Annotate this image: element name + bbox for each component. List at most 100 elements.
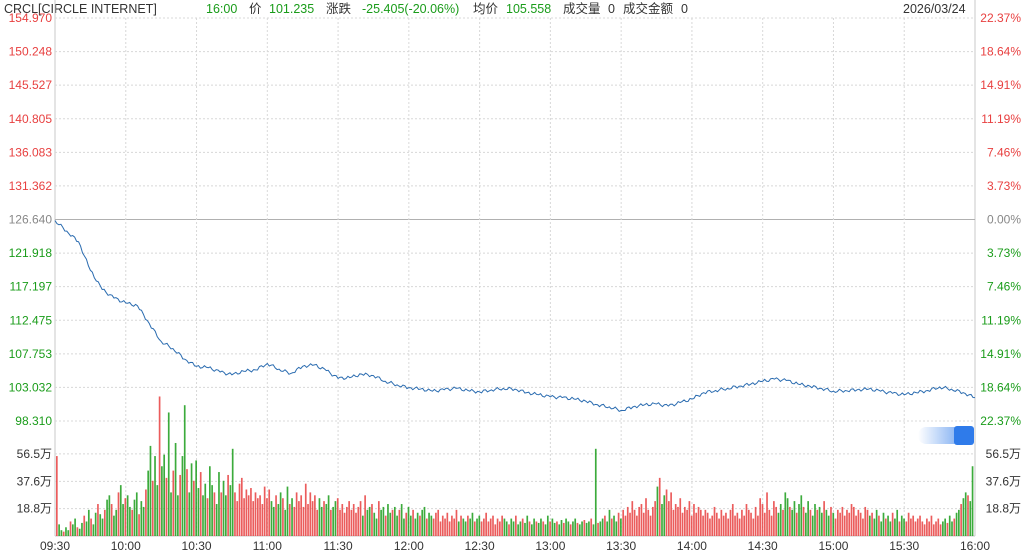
volume-bar (791, 509, 793, 536)
volume-bar (320, 506, 323, 536)
price-value: 101.235 (269, 2, 315, 16)
volume-bar (398, 509, 401, 536)
volume-bar (471, 512, 474, 536)
volume-bar (259, 495, 261, 536)
volume-bar (558, 524, 561, 536)
volume-bar (713, 506, 716, 536)
volume-bar (304, 483, 307, 536)
volume-bar (286, 486, 289, 536)
volume-bar (636, 515, 638, 536)
volume-bar (99, 514, 102, 536)
volume-bar (108, 495, 111, 536)
volume-bar (645, 498, 647, 536)
volume-bar (515, 515, 517, 536)
volume-bar (923, 524, 926, 536)
volume-bar (773, 501, 775, 536)
volume-bar (261, 504, 264, 536)
time-tick: 09:30 (40, 539, 70, 552)
volume-bar (391, 509, 394, 536)
volume-bar (800, 495, 803, 536)
volume-bar (697, 506, 700, 536)
volume-bar (181, 456, 184, 536)
volume-bar (873, 518, 876, 536)
volume-bar (106, 499, 108, 536)
volume-bar (841, 506, 844, 536)
volume-bar (161, 466, 163, 536)
volume-bar (962, 498, 965, 536)
volume-bar (706, 512, 709, 536)
volume-bar (617, 512, 620, 536)
left-price-tick: 117.197 (10, 280, 53, 294)
volume-bar (215, 504, 218, 536)
volume-axis: 56.5万 56.5万 37.6万 37.6万 18.8万 18.8万 (17, 447, 1021, 516)
volume-tick-right: 18.8万 (986, 502, 1021, 516)
volume-bar (702, 515, 704, 536)
volume-bar (60, 530, 63, 536)
volume-bar (293, 506, 296, 536)
volume-bar (967, 495, 969, 536)
volume-bar (606, 521, 609, 536)
volume-bar (403, 518, 405, 536)
volume-bar (183, 405, 186, 536)
volume-bar (455, 509, 458, 536)
volume-bar (741, 509, 743, 536)
time-tick: 10:00 (111, 539, 141, 552)
volume-bar (942, 521, 944, 536)
volume-bar (83, 515, 86, 536)
volume-bar (85, 521, 88, 536)
volume-bar (78, 528, 81, 536)
amount-label: 成交金额 (623, 2, 674, 16)
volume-bar (951, 521, 953, 536)
volume-bar (608, 509, 611, 536)
right-percent-tick: 14.91% (980, 78, 1021, 92)
volume-bar (916, 518, 919, 536)
right-percent-tick: 11.19% (981, 112, 1021, 126)
time-tick: 11:30 (324, 539, 353, 552)
volume-bar (92, 524, 95, 536)
volume-bar (236, 501, 239, 536)
volume-bar (129, 506, 131, 536)
volume-bar (179, 474, 181, 536)
volume-tick-left: 18.8万 (17, 502, 52, 516)
left-price-tick: 103.032 (9, 380, 53, 394)
volume-bars (56, 396, 974, 536)
volume-bar (377, 501, 380, 536)
volume-bar (624, 515, 627, 536)
volume-bar (483, 518, 485, 536)
volume-bar (770, 515, 773, 536)
volume-bar (359, 501, 362, 536)
volume-bar (921, 521, 924, 536)
right-percent-tick: 11.19% (981, 313, 1021, 327)
volume-bar (805, 512, 807, 536)
volume-bar (907, 512, 910, 536)
right-percent-tick: 3.73% (987, 246, 1021, 260)
volume-bar (81, 522, 83, 536)
volume-bar (852, 506, 855, 536)
volume-bar (811, 515, 814, 536)
volume-bar (711, 515, 714, 536)
volume-bar (512, 521, 515, 536)
volume-bar (672, 509, 675, 536)
change-label: 涨跌 (326, 2, 352, 16)
volume-bar (147, 470, 150, 536)
volume-bar (519, 521, 522, 536)
volume-bar (693, 504, 695, 536)
volume-bar (405, 512, 408, 536)
volume-bar (718, 518, 720, 536)
volume-bar (76, 527, 79, 536)
volume-bar (821, 512, 823, 536)
volume-bar (485, 512, 487, 536)
volume-bar (213, 492, 216, 536)
volume-bar (131, 509, 134, 536)
volume-bar (878, 515, 880, 536)
float-panel-icon[interactable] (954, 426, 974, 445)
volume-bar (594, 448, 597, 536)
amount-value: 0 (681, 2, 688, 16)
time-value: 16:00 (206, 2, 238, 16)
left-price-tick: 107.753 (9, 347, 53, 361)
volume-bar (747, 509, 750, 536)
right-percent-axis: 22.37% 18.64% 14.91% 11.19% 7.46% 3.73% 0.00% 3… (980, 11, 1021, 428)
volume-bar (71, 524, 74, 536)
volume-bar (549, 521, 551, 536)
